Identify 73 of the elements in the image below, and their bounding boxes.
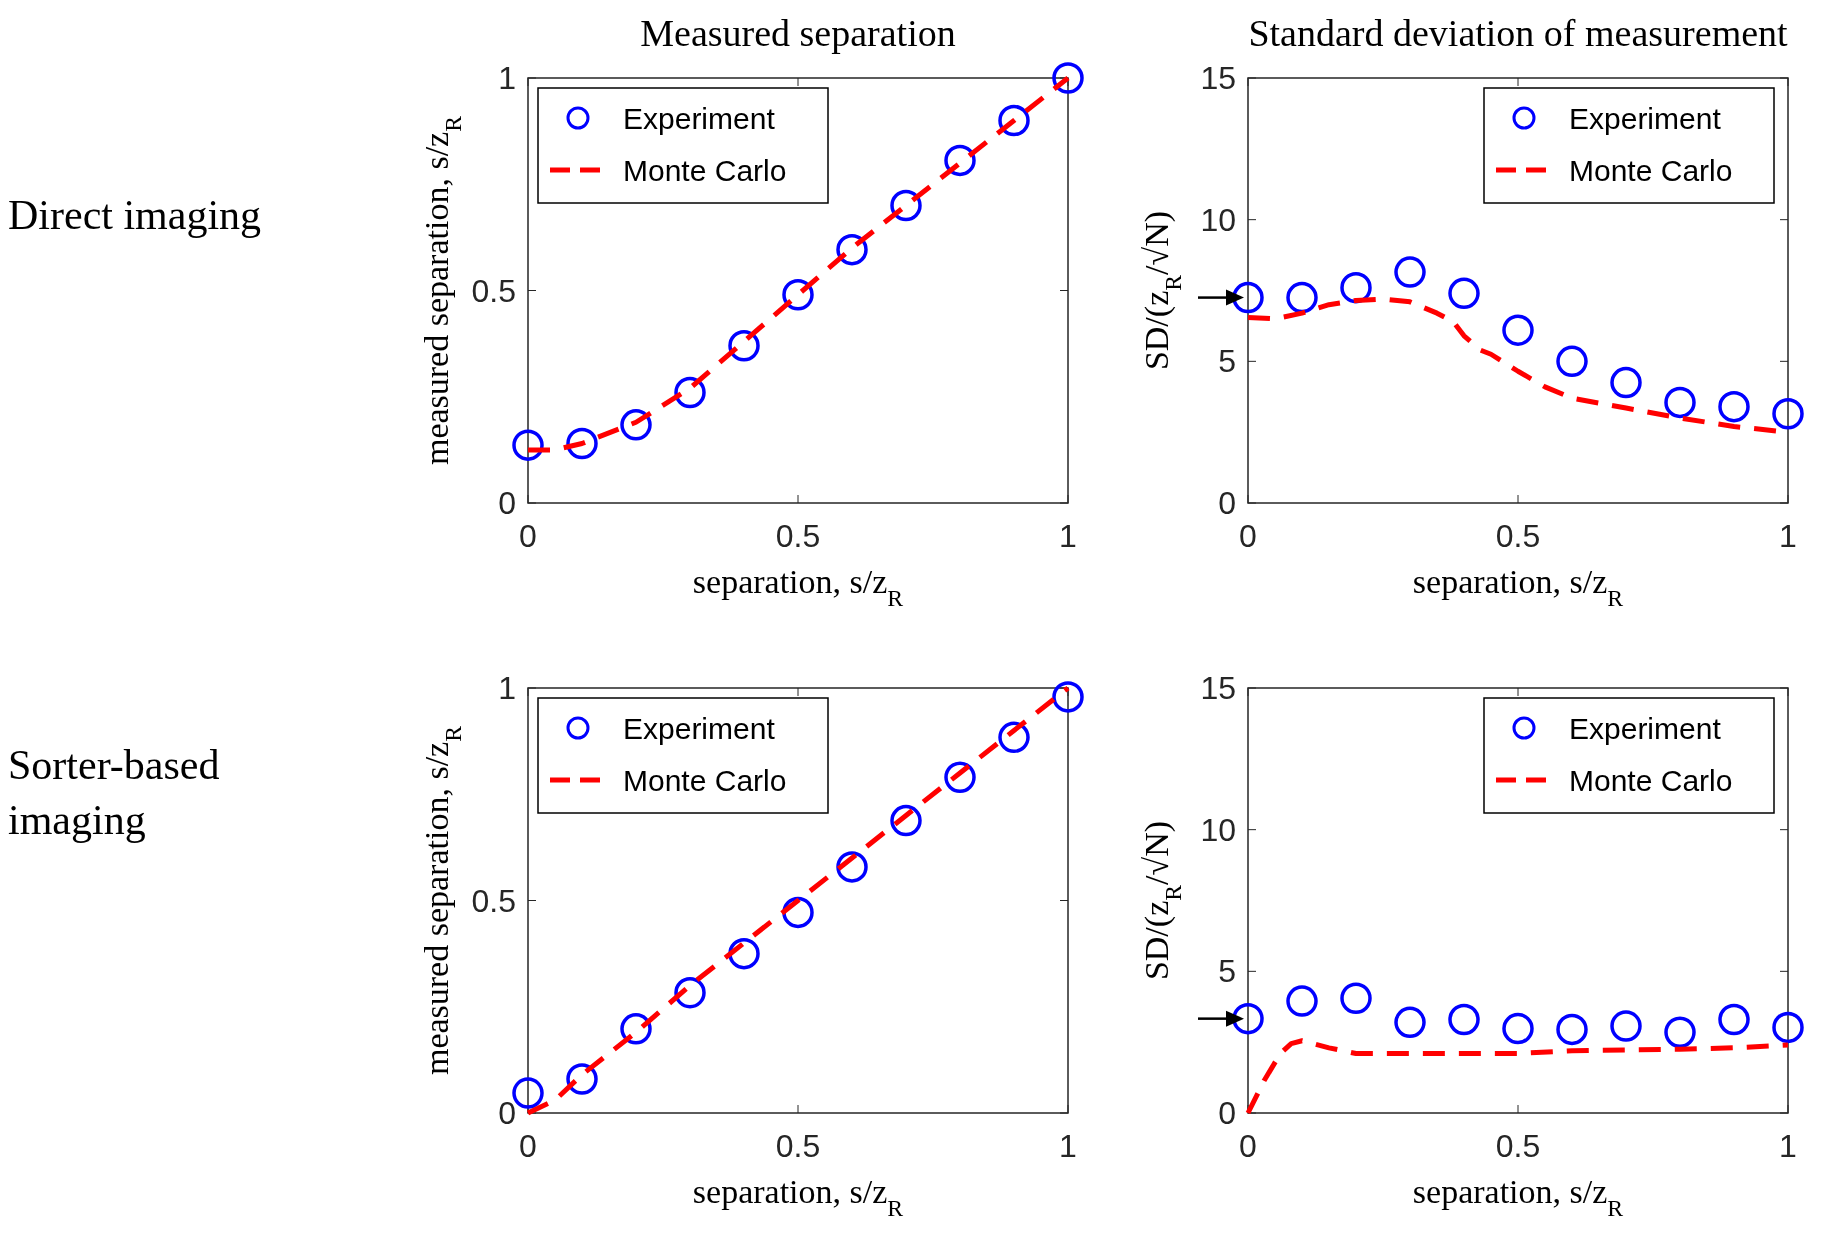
y-tick-label: 1: [498, 60, 516, 96]
legend-label: Monte Carlo: [1569, 764, 1733, 797]
point: [1286, 281, 1318, 314]
point: [1718, 1003, 1750, 1036]
point: [1502, 1012, 1534, 1045]
point: [1286, 985, 1318, 1017]
point: [944, 761, 976, 793]
point: [1502, 314, 1534, 346]
point: [1610, 1010, 1642, 1042]
point: [1052, 681, 1084, 713]
point: [620, 409, 652, 441]
point: [890, 804, 922, 837]
legend-label: Monte Carlo: [623, 154, 787, 187]
point: [1394, 256, 1426, 288]
point: [1664, 386, 1696, 419]
legend-label: Experiment: [1569, 102, 1722, 135]
y-tick-label: 0: [498, 1095, 516, 1131]
y-tick-label: 15: [1200, 670, 1236, 706]
point: [566, 427, 598, 460]
legend-label: Experiment: [623, 712, 776, 745]
point: [836, 851, 868, 883]
y-tick-label: 1: [498, 670, 516, 706]
point: [674, 976, 706, 1009]
x-tick-label: 0.5: [1495, 1128, 1541, 1164]
point: [1772, 1011, 1804, 1044]
text: Sorter-based imaging: [8, 741, 221, 845]
point: [512, 429, 544, 461]
x-tick-label: 0.5: [1495, 518, 1541, 554]
y-tick-label: 5: [1218, 953, 1236, 990]
point: [1556, 1013, 1588, 1046]
chart-title: Standard deviation of measurement: [1248, 12, 1789, 54]
y-tick-label: 5: [1218, 343, 1236, 380]
y-tick-label: 10: [1200, 811, 1236, 848]
point: [1718, 390, 1750, 423]
point: [1340, 982, 1372, 1014]
legend-label: Experiment: [1569, 712, 1722, 745]
x-tick-label: 0.5: [775, 518, 821, 554]
point: [1052, 62, 1084, 94]
y-tick-label: 0: [1218, 485, 1236, 521]
y-tick-label: 0.5: [471, 882, 516, 919]
point: [782, 279, 814, 311]
y-tick-label: 0.5: [471, 272, 516, 309]
x-axis-title: separation, s/z$_{R}$: [692, 1173, 904, 1221]
point: [1448, 277, 1480, 310]
legend-label: Monte Carlo: [1569, 154, 1733, 187]
point: [1394, 1006, 1426, 1039]
legend-label: Monte Carlo: [623, 764, 787, 797]
point: [944, 144, 976, 177]
y-tick-label: 0: [498, 485, 516, 521]
x-axis-title: separation, s/z$_{R}$: [692, 563, 904, 611]
point: [1610, 366, 1642, 399]
point: [728, 937, 760, 970]
x-axis-title: separation, s/z$_{R}$: [1412, 563, 1624, 611]
point: [1664, 1016, 1696, 1048]
point: [1556, 345, 1588, 378]
point: [1772, 398, 1804, 430]
text: Direct imaging: [8, 191, 263, 240]
y-tick-label: 10: [1200, 201, 1236, 238]
point: [998, 721, 1030, 754]
x-tick-label: 0.5: [775, 1128, 821, 1164]
chart-title: Measured separation: [640, 12, 956, 54]
legend-label: Experiment: [623, 102, 776, 135]
x-tick-label: 1: [1059, 518, 1077, 554]
y-tick-label: 0: [1218, 1095, 1236, 1131]
x-tick-label: 1: [1779, 1128, 1797, 1164]
point: [1232, 1002, 1264, 1035]
point: [1232, 281, 1264, 314]
x-tick-label: 1: [1059, 1128, 1077, 1164]
x-tick-label: 1: [1779, 518, 1797, 554]
y-tick-label: 15: [1200, 60, 1236, 96]
x-axis-title: separation, s/z$_{R}$: [1412, 1173, 1624, 1221]
point: [1448, 1003, 1480, 1036]
point: [998, 104, 1030, 137]
